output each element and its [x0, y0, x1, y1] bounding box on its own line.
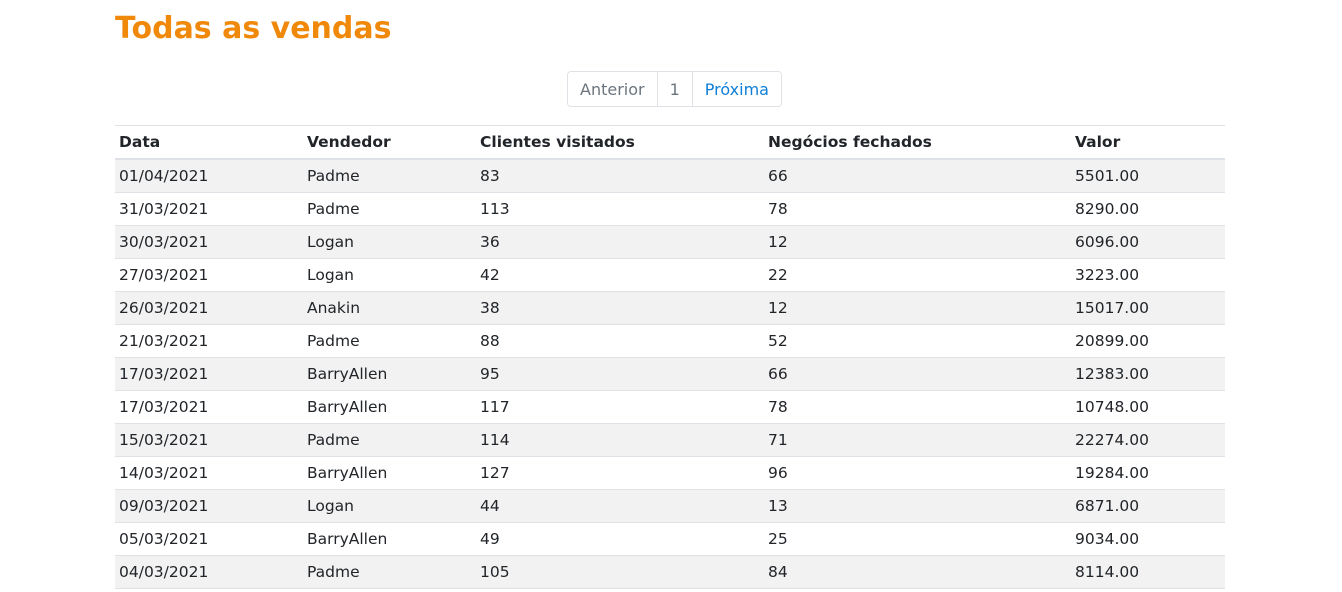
cell-valor: 19284.00: [1071, 456, 1225, 490]
table-row: 21/03/2021 Padme 88 52 20899.00: [115, 324, 1225, 358]
cell-vendedor: Logan: [303, 258, 476, 292]
cell-negocios-fechados: 71: [764, 423, 1071, 457]
table-row: 17/03/2021 BarryAllen 95 66 12383.00: [115, 357, 1225, 391]
table-row: 09/03/2021 Logan 44 13 6871.00: [115, 489, 1225, 523]
cell-clientes-visitados: 83: [476, 159, 764, 193]
column-header-vendedor: Vendedor: [303, 125, 476, 160]
cell-negocios-fechados: 13: [764, 489, 1071, 523]
cell-clientes-visitados: 88: [476, 324, 764, 358]
header-row: Data Vendedor Clientes visitados Negócio…: [115, 125, 1225, 160]
cell-clientes-visitados: 36: [476, 225, 764, 259]
cell-vendedor: Padme: [303, 159, 476, 193]
cell-data: 15/03/2021: [115, 423, 303, 457]
cell-negocios-fechados: 66: [764, 357, 1071, 391]
cell-vendedor: Padme: [303, 192, 476, 226]
table-row: 05/03/2021 BarryAllen 49 25 9034.00: [115, 522, 1225, 556]
page-1-button[interactable]: 1: [656, 72, 692, 106]
cell-data: 21/03/2021: [115, 324, 303, 358]
cell-vendedor: Logan: [303, 225, 476, 259]
cell-data: 04/03/2021: [115, 555, 303, 589]
table-header: Data Vendedor Clientes visitados Negócio…: [115, 125, 1225, 160]
cell-valor: 8114.00: [1071, 555, 1225, 589]
table-row: 04/03/2021 Padme 105 84 8114.00: [115, 555, 1225, 589]
cell-data: 26/03/2021: [115, 291, 303, 325]
cell-valor: 22274.00: [1071, 423, 1225, 457]
cell-negocios-fechados: 52: [764, 324, 1071, 358]
next-page-button[interactable]: Próxima: [691, 72, 781, 106]
cell-valor: 9034.00: [1071, 522, 1225, 556]
cell-vendedor: BarryAllen: [303, 357, 476, 391]
table-row: 14/03/2021 BarryAllen 127 96 19284.00: [115, 456, 1225, 490]
previous-page-button[interactable]: Anterior: [568, 72, 657, 106]
cell-clientes-visitados: 127: [476, 456, 764, 490]
cell-clientes-visitados: 42: [476, 258, 764, 292]
cell-negocios-fechados: 66: [764, 159, 1071, 193]
cell-clientes-visitados: 114: [476, 423, 764, 457]
table-row: 30/03/2021 Logan 36 12 6096.00: [115, 225, 1225, 259]
cell-clientes-visitados: 38: [476, 291, 764, 325]
cell-negocios-fechados: 25: [764, 522, 1071, 556]
cell-clientes-visitados: 117: [476, 390, 764, 424]
page-title: Todas as vendas: [115, 11, 392, 46]
column-header-data: Data: [115, 125, 303, 160]
cell-data: 17/03/2021: [115, 357, 303, 391]
cell-vendedor: Anakin: [303, 291, 476, 325]
cell-data: 09/03/2021: [115, 489, 303, 523]
cell-negocios-fechados: 84: [764, 555, 1071, 589]
cell-clientes-visitados: 113: [476, 192, 764, 226]
cell-data: 30/03/2021: [115, 225, 303, 259]
cell-vendedor: Padme: [303, 324, 476, 358]
table-row: 26/03/2021 Anakin 38 12 15017.00: [115, 291, 1225, 325]
cell-valor: 15017.00: [1071, 291, 1225, 325]
cell-negocios-fechados: 78: [764, 390, 1071, 424]
cell-clientes-visitados: 105: [476, 555, 764, 589]
cell-valor: 5501.00: [1071, 159, 1225, 193]
cell-valor: 6871.00: [1071, 489, 1225, 523]
table-body: 01/04/2021 Padme 83 66 5501.00 31/03/2021 Padm…: [115, 159, 1225, 589]
table-row: 27/03/2021 Logan 42 22 3223.00: [115, 258, 1225, 292]
pagination: Anterior 1 Próxima: [567, 71, 782, 107]
table-row: 15/03/2021 Padme 114 71 22274.00: [115, 423, 1225, 457]
column-header-clientes-visitados: Clientes visitados: [476, 125, 764, 160]
column-header-negocios-fechados: Negócios fechados: [764, 125, 1071, 160]
cell-vendedor: BarryAllen: [303, 456, 476, 490]
cell-valor: 6096.00: [1071, 225, 1225, 259]
cell-data: 01/04/2021: [115, 159, 303, 193]
cell-vendedor: Padme: [303, 423, 476, 457]
table-row: 17/03/2021 BarryAllen 117 78 10748.00: [115, 390, 1225, 424]
cell-negocios-fechados: 96: [764, 456, 1071, 490]
cell-negocios-fechados: 12: [764, 291, 1071, 325]
cell-valor: 8290.00: [1071, 192, 1225, 226]
cell-data: 05/03/2021: [115, 522, 303, 556]
cell-valor: 10748.00: [1071, 390, 1225, 424]
cell-data: 14/03/2021: [115, 456, 303, 490]
cell-data: 31/03/2021: [115, 192, 303, 226]
cell-valor: 20899.00: [1071, 324, 1225, 358]
cell-valor: 12383.00: [1071, 357, 1225, 391]
sales-table: Data Vendedor Clientes visitados Negócio…: [115, 125, 1225, 589]
column-header-valor: Valor: [1071, 125, 1225, 160]
cell-negocios-fechados: 12: [764, 225, 1071, 259]
cell-negocios-fechados: 78: [764, 192, 1071, 226]
table-row: 31/03/2021 Padme 113 78 8290.00: [115, 192, 1225, 226]
cell-clientes-visitados: 49: [476, 522, 764, 556]
cell-clientes-visitados: 95: [476, 357, 764, 391]
cell-clientes-visitados: 44: [476, 489, 764, 523]
cell-data: 17/03/2021: [115, 390, 303, 424]
cell-vendedor: BarryAllen: [303, 390, 476, 424]
cell-valor: 3223.00: [1071, 258, 1225, 292]
cell-vendedor: Padme: [303, 555, 476, 589]
table-row: 01/04/2021 Padme 83 66 5501.00: [115, 159, 1225, 193]
cell-negocios-fechados: 22: [764, 258, 1071, 292]
cell-vendedor: Logan: [303, 489, 476, 523]
cell-vendedor: BarryAllen: [303, 522, 476, 556]
cell-data: 27/03/2021: [115, 258, 303, 292]
